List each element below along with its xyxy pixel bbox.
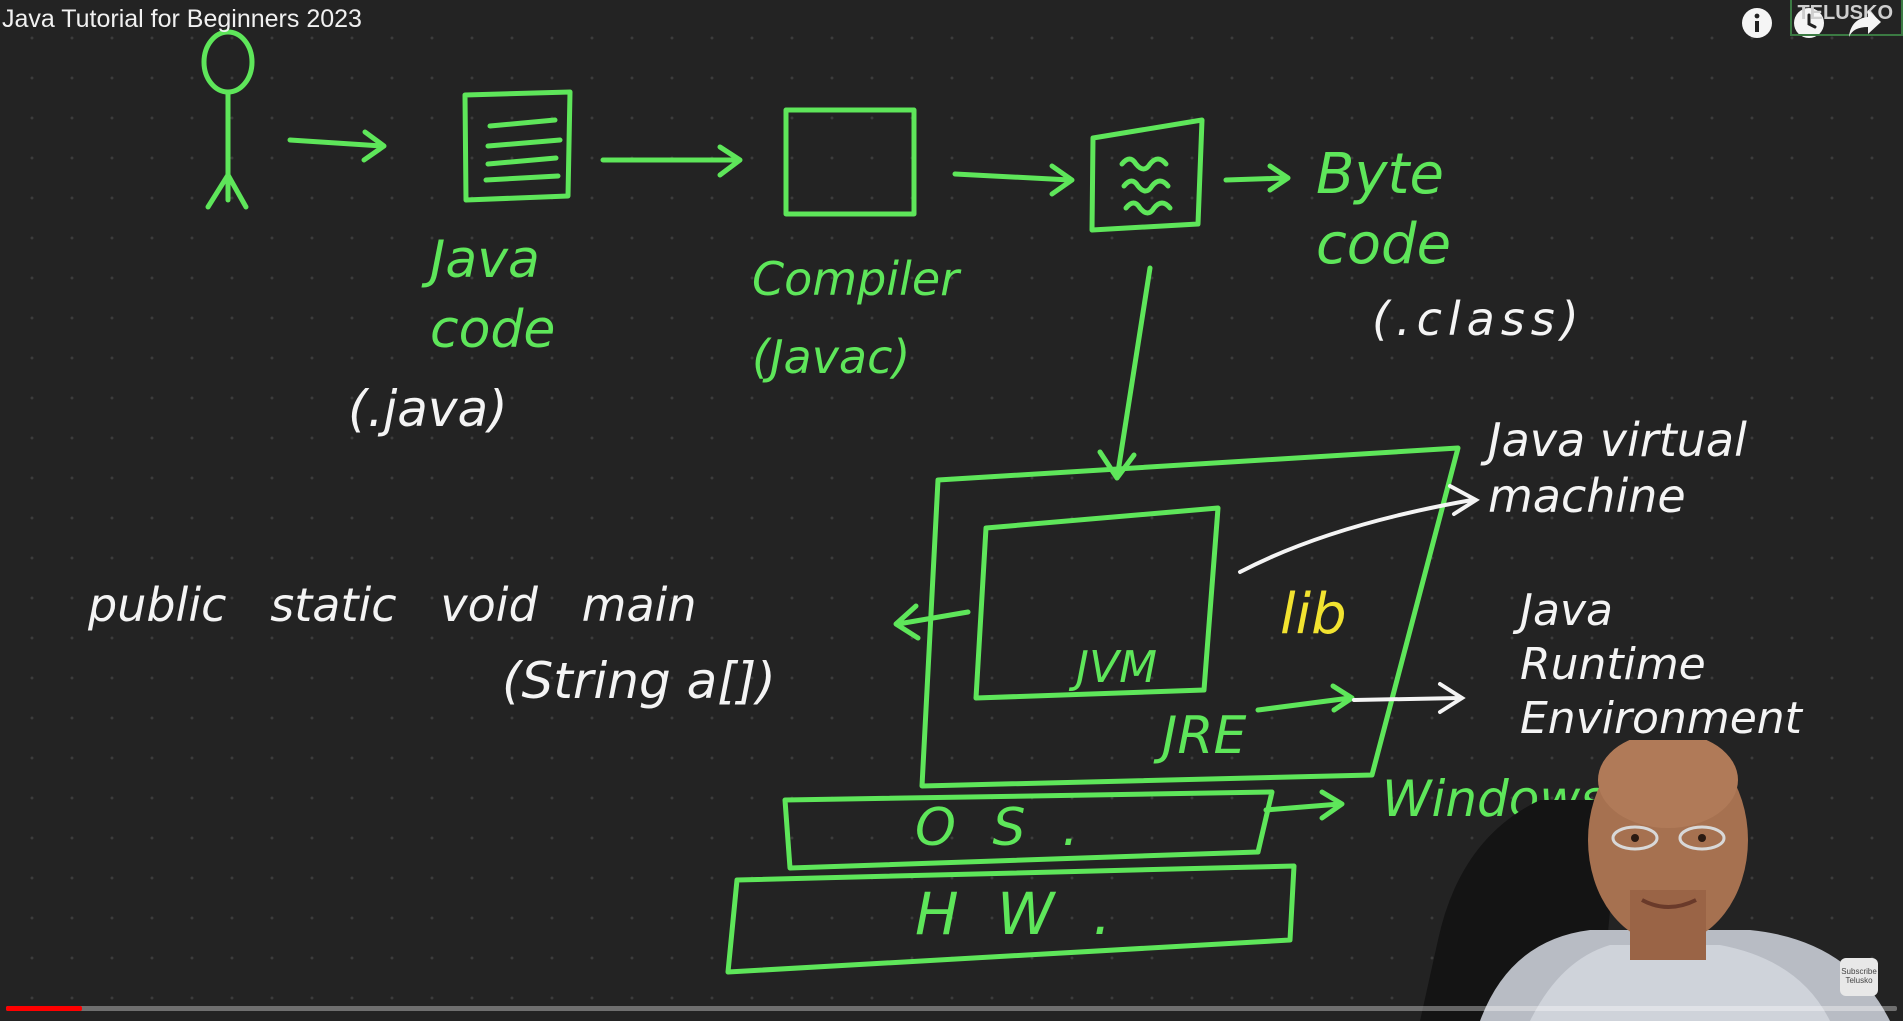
main-signature-line2: (String a[]) bbox=[502, 652, 776, 710]
progress-bar[interactable] bbox=[6, 1006, 1897, 1011]
hw-box bbox=[725, 863, 1297, 975]
main-arrow bbox=[893, 603, 971, 641]
watch-later-button[interactable] bbox=[1790, 4, 1828, 42]
compiler-text: Compiler (Javac) bbox=[752, 252, 960, 384]
jre-box bbox=[919, 445, 1461, 789]
jvm-box bbox=[973, 505, 1221, 701]
presenter-webcam bbox=[1420, 740, 1890, 1021]
main-signature-line1: public static void main bbox=[88, 578, 697, 632]
java-code-icon bbox=[462, 89, 573, 203]
flow-arrows bbox=[287, 129, 1355, 821]
share-button[interactable] bbox=[1846, 4, 1884, 42]
jre-label-text: Java Runtime Environment bbox=[1520, 585, 1802, 744]
os-box bbox=[782, 789, 1275, 871]
jre-label-arrow bbox=[1352, 682, 1466, 714]
bytecode-icon bbox=[1089, 117, 1205, 233]
jvm-label-arrow bbox=[1238, 484, 1480, 574]
java-code-label: Java code bbox=[430, 230, 556, 360]
java-code-text: Java code bbox=[430, 225, 555, 365]
hw-text: H W . bbox=[915, 880, 1122, 948]
watch-later-icon bbox=[1794, 8, 1824, 38]
info-icon bbox=[1742, 8, 1772, 38]
subscribe-line2: Telusko bbox=[1845, 976, 1873, 985]
lib-text: lib bbox=[1280, 582, 1347, 647]
jvm-text: JVM bbox=[1076, 642, 1158, 693]
progress-bar-fill bbox=[6, 1006, 82, 1011]
jre-text: JRE bbox=[1162, 706, 1247, 766]
byte-code-text: Byte code bbox=[1316, 142, 1452, 277]
subscribe-button[interactable]: Subscribe Telusko bbox=[1840, 958, 1878, 996]
os-text: O S . bbox=[915, 798, 1089, 858]
class-ext-text: (.class) bbox=[1372, 292, 1585, 346]
java-ext-text: (.java) bbox=[348, 380, 508, 438]
info-button[interactable] bbox=[1738, 4, 1776, 42]
stick-figure-drawing bbox=[201, 29, 255, 210]
compiler-box bbox=[783, 107, 917, 217]
subscribe-line1: Subscribe bbox=[1841, 967, 1877, 976]
video-title[interactable]: Java Tutorial for Beginners 2023 bbox=[2, 5, 362, 33]
share-icon bbox=[1849, 10, 1881, 37]
jvm-label-text: Java virtual machine bbox=[1488, 413, 1747, 523]
